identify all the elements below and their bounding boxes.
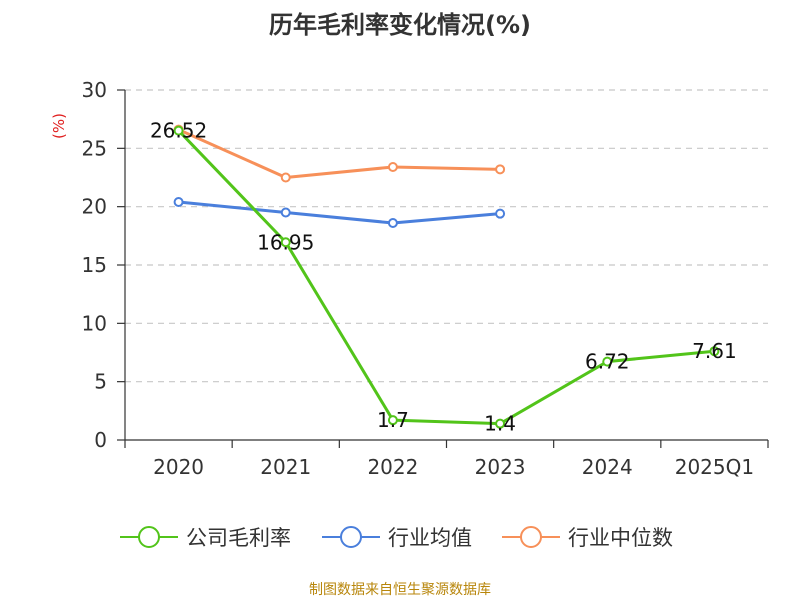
data-point-0 xyxy=(709,346,720,357)
legend: 公司毛利率 行业均值 行业中位数 xyxy=(120,526,673,550)
y-tick-label: 10 xyxy=(82,311,107,335)
series-line-1 xyxy=(178,200,501,225)
data-point-1 xyxy=(280,207,291,218)
data-point-0 xyxy=(387,415,398,426)
data-point-1 xyxy=(387,218,398,228)
y-tick-label: 30 xyxy=(82,78,107,102)
legend-marker-2 xyxy=(520,526,542,548)
y-tick-label: 15 xyxy=(82,253,107,277)
x-tick-label: 2023 xyxy=(475,455,526,479)
data-point-1 xyxy=(173,197,184,207)
data-point-0 xyxy=(602,356,613,367)
legend-marker-0 xyxy=(138,526,160,548)
x-tick-label: 2020 xyxy=(153,455,204,479)
series-layer xyxy=(173,124,720,429)
data-label: 6.72 xyxy=(585,350,630,374)
chart-title: 历年毛利率变化情况(%) xyxy=(269,11,531,39)
data-point-0 xyxy=(173,125,184,136)
data-point-2 xyxy=(495,164,506,175)
x-tick-label: 2025Q1 xyxy=(675,455,754,479)
y-tick-label: 0 xyxy=(94,428,107,452)
data-label: 26.52 xyxy=(150,119,207,143)
data-point-2 xyxy=(280,172,291,183)
y-tick-label: 20 xyxy=(82,195,107,219)
x-tick-label: 2021 xyxy=(260,455,311,479)
data-point-0 xyxy=(280,237,291,248)
y-axis-label: (%) xyxy=(50,113,68,139)
x-tick-label: 2022 xyxy=(367,455,418,479)
data-label: 1.7 xyxy=(377,408,409,432)
y-tick-label: 5 xyxy=(94,370,107,394)
series-line-0 xyxy=(177,129,715,426)
legend-label-1: 行业均值 xyxy=(388,526,472,550)
data-point-1 xyxy=(495,208,506,219)
legend-marker-1 xyxy=(340,526,362,548)
data-label: 7.61 xyxy=(692,339,737,363)
legend-label-0: 公司毛利率 xyxy=(186,526,291,550)
source-note: 制图数据来自恒生聚源数据库 xyxy=(309,582,491,598)
series-line-2 xyxy=(177,128,501,179)
data-label: 16.95 xyxy=(257,230,314,254)
legend-label-2: 行业中位数 xyxy=(568,526,673,550)
data-point-2 xyxy=(387,162,398,172)
data-labels: 26.52 16.95 1.7 1.4 6.72 7.61 xyxy=(150,119,737,436)
y-tick-label: 25 xyxy=(82,136,107,160)
axes: 0 5 10 15 20 25 30 2020 2021 2022 2023 2024 2025Q1 xyxy=(82,78,769,479)
x-tick-label: 2024 xyxy=(582,455,633,479)
data-point-0 xyxy=(495,418,506,429)
grid xyxy=(125,89,768,383)
data-label: 1.4 xyxy=(484,412,516,436)
